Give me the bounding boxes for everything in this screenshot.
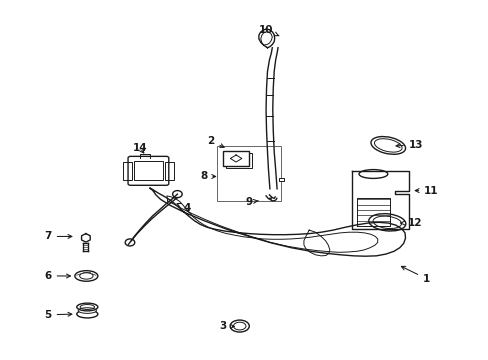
Text: 13: 13	[395, 140, 423, 150]
Bar	[216, 147, 281, 201]
Bar	[223, 151, 249, 166]
Text: 7: 7	[44, 231, 72, 242]
Text: 6: 6	[44, 271, 70, 281]
Ellipse shape	[230, 320, 249, 332]
Bar	[164, 162, 173, 180]
Text: 12: 12	[400, 218, 421, 228]
Text: 3: 3	[219, 321, 234, 332]
Bar	[279, 177, 284, 181]
Text: 8: 8	[200, 171, 215, 181]
Text: 10: 10	[258, 25, 278, 36]
Bar	[225, 153, 252, 168]
Text: 9: 9	[245, 197, 258, 207]
Bar	[123, 162, 132, 180]
Text: 11: 11	[414, 186, 438, 195]
Text: 1: 1	[401, 266, 429, 284]
Text: 14: 14	[132, 143, 147, 153]
Ellipse shape	[77, 310, 98, 318]
Text: 2: 2	[207, 136, 224, 148]
Ellipse shape	[78, 308, 96, 313]
Bar	[134, 161, 162, 180]
Text: 4: 4	[177, 203, 190, 213]
Text: 5: 5	[44, 310, 72, 320]
